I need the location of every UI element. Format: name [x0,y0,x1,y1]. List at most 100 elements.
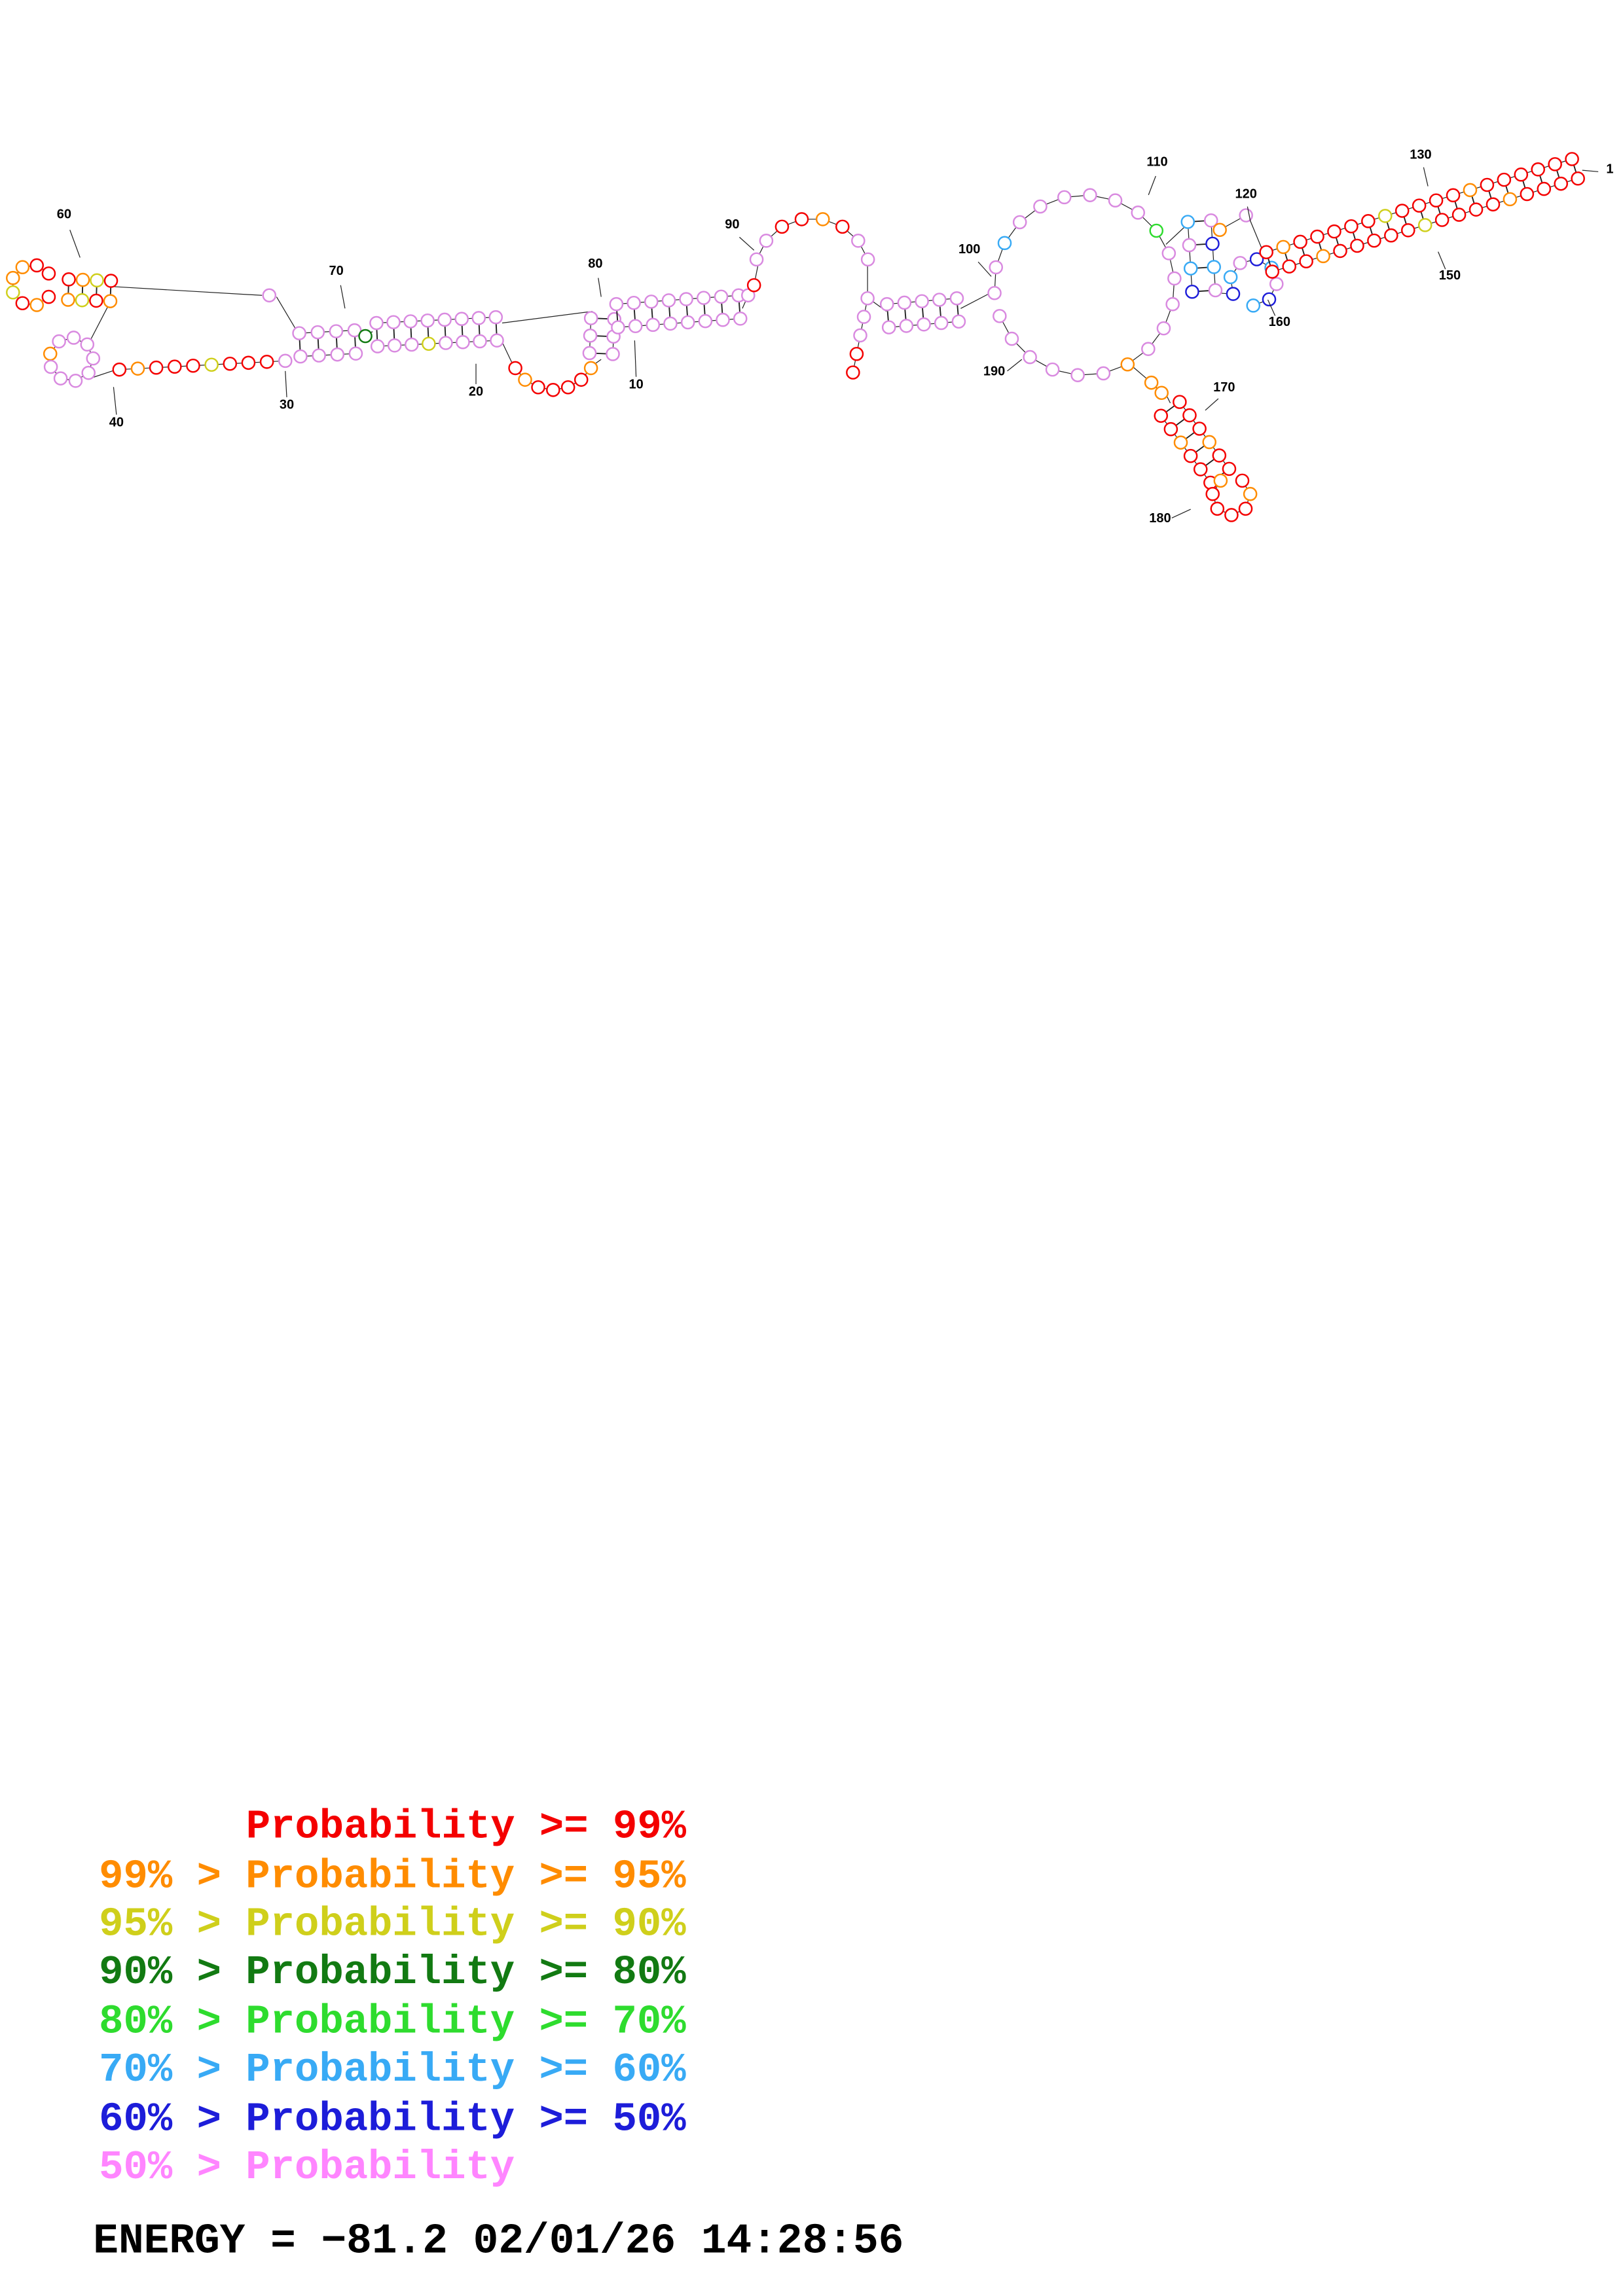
nucleotide-node [951,314,966,329]
nucleotide-node [531,380,545,395]
nucleotide-node [75,272,90,287]
nucleotide-node [697,291,711,305]
nucleotide-node [1243,486,1258,501]
nucleotide-node [917,317,931,332]
nucleotide-node [422,336,436,351]
nucleotide-node [1239,208,1253,223]
label-tick [598,278,602,297]
nucleotide-node [1045,362,1060,377]
nucleotide-node [1193,462,1208,476]
nucleotide-node [43,346,58,361]
legend-line-ge99: Probability >= 99% [246,1804,687,1850]
nucleotide-node [759,234,774,248]
label-tick [113,387,117,415]
nucleotide-node [733,312,748,326]
nucleotide-node [1520,187,1535,202]
nucleotide-node [1395,204,1410,218]
nucleotide-node [1238,501,1253,516]
nucleotide-node [1192,422,1207,436]
nucleotide-node [1224,508,1239,522]
label-tick [1148,175,1156,196]
nucleotide-node [103,274,119,288]
probability-legend: Probability >= 99% 99% > Probability >= … [99,1804,686,2191]
nucleotide-node [259,355,274,369]
nucleotide-node [860,252,875,267]
nucleotide-node [815,212,830,226]
backbone-link [113,286,263,296]
nucleotide-node [358,329,373,344]
nucleotide-node [204,357,219,372]
nucleotide-node [1180,215,1195,229]
position-label: 90 [725,217,739,232]
nucleotide-node [1276,240,1290,255]
nucleotide-node [1182,238,1197,253]
nucleotide-node [488,310,503,325]
position-label: 1 [1606,162,1613,177]
nucleotide-node [1377,209,1393,223]
nucleotide-node [1554,176,1569,191]
nucleotide-node [1096,366,1111,381]
nucleotide-node [932,293,947,307]
nucleotide-node [403,314,418,329]
nucleotide-node [1205,486,1220,501]
nucleotide-node [310,325,325,340]
nucleotide-node [1185,284,1199,299]
legend-line-70-80: 80% > Probability >= 70% [99,1999,686,2045]
nucleotide-node [1548,157,1562,171]
nucleotide-node [262,288,277,303]
position-label: 160 [1269,315,1290,329]
nucleotide-node [879,296,894,312]
position-label: 10 [629,378,643,392]
nucleotide-node [606,347,620,361]
nucleotide-node [1203,213,1218,228]
nucleotide-node [29,298,45,312]
nucleotide-node [1154,408,1169,423]
nucleotide-node [149,360,164,375]
nucleotide-node [582,346,597,361]
nucleotide-node [90,273,104,288]
label-tick [1171,509,1191,518]
nucleotide-node [405,337,419,352]
nucleotide-node [454,312,469,326]
nucleotide-node [1446,188,1461,203]
nucleotide-node [1120,357,1135,372]
position-label: 180 [1149,511,1171,526]
nucleotide-node [6,270,20,285]
nucleotide-node [1333,243,1347,259]
nucleotide-node [471,311,486,325]
nucleotide-node [168,359,182,374]
label-tick [285,370,287,397]
nucleotide-node [1344,219,1359,234]
nucleotide-node [1571,171,1585,186]
nucleotide-node [456,334,470,350]
nucleotide-node [1212,448,1227,463]
nucleotide-node [292,326,306,340]
label-tick [977,261,992,277]
nucleotide-node [1537,181,1552,196]
nucleotide-node [1503,192,1518,207]
nucleotide-node [987,285,1002,300]
nucleotide-node [68,374,83,388]
nucleotide-node [644,295,659,309]
nucleotide-node [560,380,575,395]
nucleotide-node [329,324,344,338]
nucleotide-node [1208,283,1223,298]
nucleotide-node [370,339,385,353]
label-tick [1267,299,1276,316]
nucleotide-node [997,236,1012,251]
nucleotide-node [420,313,435,328]
nucleotide-node [1497,172,1512,187]
nucleotide-node [1429,193,1444,208]
nucleotide-node [439,336,453,350]
nucleotide-node [1223,270,1238,285]
nucleotide-node [1083,188,1097,202]
position-label: 70 [329,264,343,278]
nucleotide-node [1213,473,1228,488]
legend-line-80-90: 90% > Probability >= 80% [99,1949,686,1996]
nucleotide-node [1004,331,1019,346]
nucleotide-node [1531,162,1545,177]
backbone-link [90,369,117,379]
nucleotide-node [1144,375,1159,390]
nucleotide-node [41,289,56,304]
nucleotide-node [1163,422,1178,437]
